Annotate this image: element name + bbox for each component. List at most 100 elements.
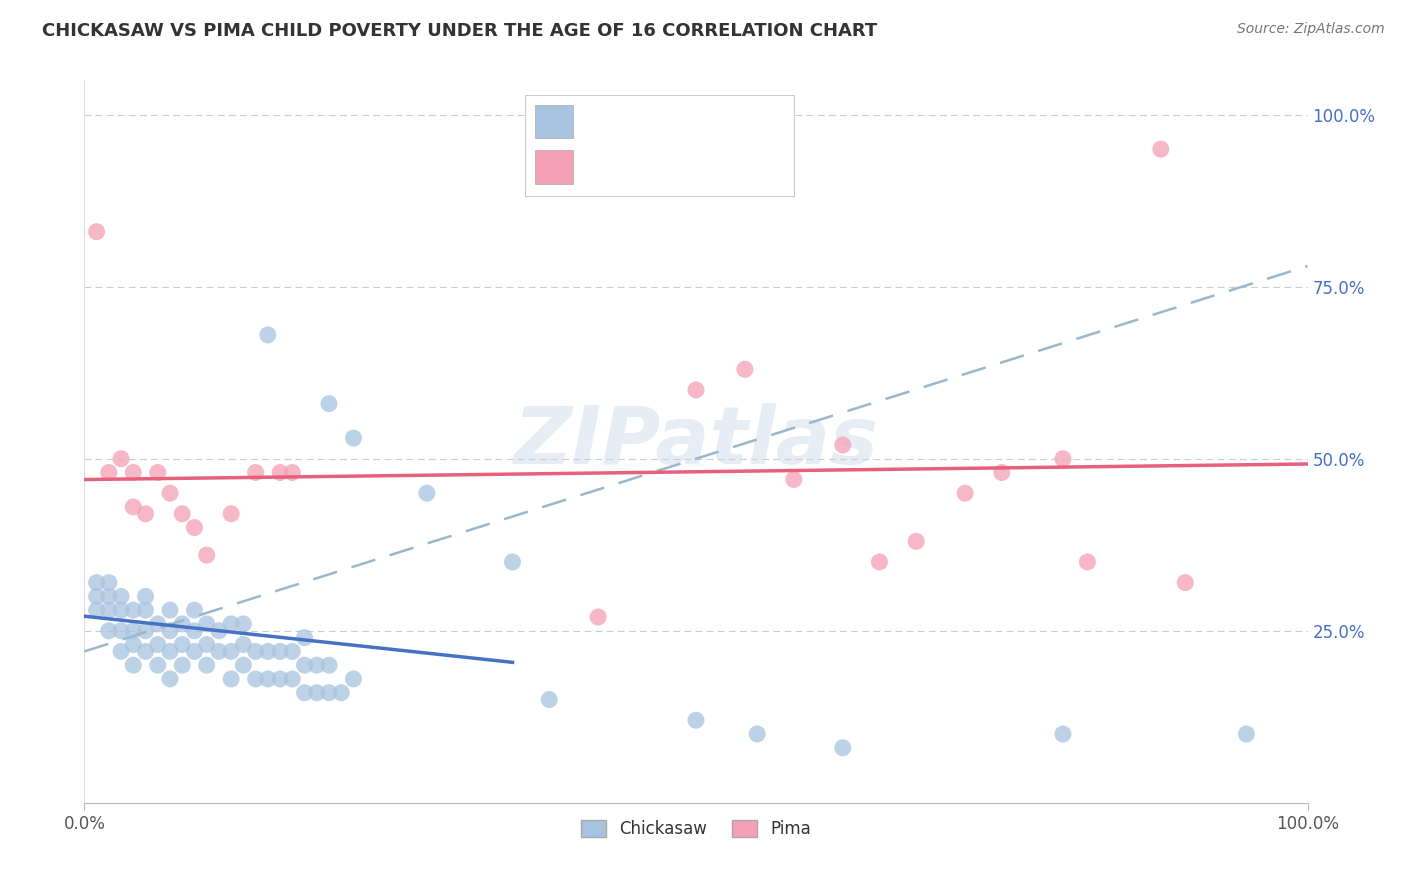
Point: [195, 616, 218, 631]
Point: [245, 644, 267, 658]
Point: [257, 644, 280, 658]
Point: [869, 555, 891, 569]
Point: [232, 638, 254, 652]
Point: [905, 534, 928, 549]
Point: [97, 466, 120, 480]
Point: [219, 616, 242, 631]
Point: [783, 472, 806, 486]
Point: [1052, 727, 1074, 741]
Point: [110, 451, 132, 466]
Point: [86, 603, 108, 617]
Point: [135, 507, 157, 521]
Point: [97, 624, 120, 638]
Point: [281, 466, 304, 480]
Point: [86, 225, 108, 239]
Legend: Chickasaw, Pima: Chickasaw, Pima: [574, 814, 818, 845]
Point: [97, 603, 120, 617]
Point: [1236, 727, 1258, 741]
Point: [257, 327, 280, 342]
Point: [734, 362, 756, 376]
Point: [232, 616, 254, 631]
Point: [195, 638, 218, 652]
Point: [122, 624, 145, 638]
Point: [747, 727, 769, 741]
Point: [245, 466, 267, 480]
Point: [172, 507, 194, 521]
Point: [232, 658, 254, 673]
Point: [195, 548, 218, 562]
Point: [318, 397, 340, 411]
Point: [122, 658, 145, 673]
Point: [195, 658, 218, 673]
Point: [97, 575, 120, 590]
Point: [342, 672, 364, 686]
Point: [86, 575, 108, 590]
Point: [110, 644, 132, 658]
Point: [110, 624, 132, 638]
Point: [269, 466, 291, 480]
Point: [245, 672, 267, 686]
Point: [135, 603, 157, 617]
Point: [97, 590, 120, 604]
Point: [172, 658, 194, 673]
Point: [208, 644, 231, 658]
Point: [122, 638, 145, 652]
Point: [219, 672, 242, 686]
Point: [294, 658, 316, 673]
Point: [685, 383, 707, 397]
Text: ZIPatlas: ZIPatlas: [513, 402, 879, 481]
Point: [342, 431, 364, 445]
Point: [538, 692, 561, 706]
Point: [318, 686, 340, 700]
Point: [183, 603, 205, 617]
Point: [502, 555, 524, 569]
Point: [416, 486, 439, 500]
Point: [831, 438, 853, 452]
Point: [172, 638, 194, 652]
Point: [122, 500, 145, 514]
Point: [991, 466, 1014, 480]
Point: [146, 658, 169, 673]
Point: [1150, 142, 1173, 156]
Point: [269, 644, 291, 658]
Point: [135, 590, 157, 604]
Point: [294, 686, 316, 700]
Point: [219, 507, 242, 521]
Point: [281, 672, 304, 686]
Point: [86, 590, 108, 604]
Point: [159, 603, 181, 617]
Point: [305, 686, 328, 700]
Point: [183, 644, 205, 658]
Point: [110, 603, 132, 617]
Point: [159, 624, 181, 638]
Point: [685, 713, 707, 727]
Point: [135, 644, 157, 658]
Point: [294, 631, 316, 645]
Point: [183, 624, 205, 638]
Point: [586, 610, 609, 624]
Point: [159, 672, 181, 686]
Point: [953, 486, 976, 500]
Point: [159, 486, 181, 500]
Point: [1076, 555, 1098, 569]
Point: [122, 603, 145, 617]
Point: [122, 466, 145, 480]
Point: [172, 616, 194, 631]
Point: [208, 624, 231, 638]
Point: [269, 672, 291, 686]
Point: [831, 740, 853, 755]
Text: Source: ZipAtlas.com: Source: ZipAtlas.com: [1237, 22, 1385, 37]
Point: [146, 466, 169, 480]
Point: [305, 658, 328, 673]
Point: [1174, 575, 1197, 590]
Point: [219, 644, 242, 658]
Point: [183, 520, 205, 534]
Point: [135, 624, 157, 638]
Point: [318, 658, 340, 673]
Point: [257, 672, 280, 686]
Point: [146, 616, 169, 631]
Point: [159, 644, 181, 658]
Text: CHICKASAW VS PIMA CHILD POVERTY UNDER THE AGE OF 16 CORRELATION CHART: CHICKASAW VS PIMA CHILD POVERTY UNDER TH…: [42, 22, 877, 40]
Point: [281, 644, 304, 658]
Point: [1052, 451, 1074, 466]
